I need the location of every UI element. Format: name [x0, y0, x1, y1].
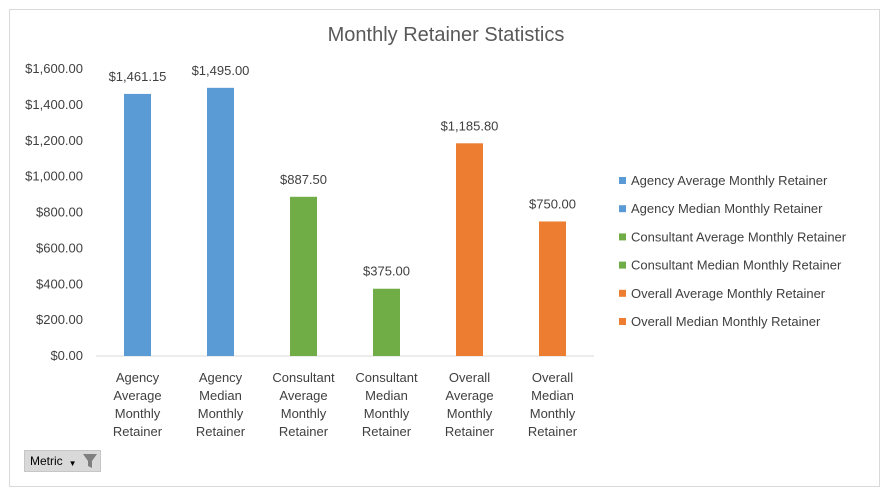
y-tick-label: $1,400.00: [25, 97, 83, 112]
data-label: $1,461.15: [109, 69, 167, 84]
x-tick-label: Retainer: [279, 424, 329, 439]
legend-swatch: [619, 289, 626, 297]
legend-label: Consultant Average Monthly Retainer: [631, 229, 847, 244]
metric-filter-label: Metric: [30, 454, 63, 468]
dropdown-caret-icon: ▼: [68, 458, 77, 468]
funnel-icon: [82, 454, 97, 468]
y-tick-label: $0.00: [50, 348, 83, 363]
x-tick-label: Monthly: [281, 406, 327, 421]
x-tick-label: Consultant: [272, 370, 335, 385]
x-tick-label: Retainer: [445, 424, 495, 439]
y-tick-label: $200.00: [36, 312, 83, 327]
legend-label: Overall Median Monthly Retainer: [631, 314, 821, 329]
y-tick-label: $1,600.00: [25, 61, 83, 76]
x-tick-label: Monthly: [364, 406, 410, 421]
data-label: $1,495.00: [192, 63, 250, 78]
x-tick-label: Median: [365, 388, 408, 403]
legend-label: Overall Average Monthly Retainer: [631, 286, 826, 301]
x-tick-label: Average: [279, 388, 327, 403]
bar: [124, 93, 151, 356]
x-tick-label: Agency: [116, 370, 160, 385]
y-tick-label: $600.00: [36, 240, 83, 255]
chart-title: Monthly Retainer Statistics: [328, 24, 565, 46]
x-tick-label: Overall: [532, 370, 573, 385]
legend-swatch: [619, 318, 626, 325]
bar: [539, 221, 566, 356]
legend-swatch: [619, 233, 626, 241]
metric-filter-button[interactable]: Metric ▼: [24, 450, 101, 472]
legend-label: Agency Average Monthly Retainer: [631, 173, 828, 188]
x-tick-label: Median: [199, 388, 242, 403]
y-tick-label: $1,200.00: [25, 133, 83, 148]
data-label: $750.00: [529, 196, 576, 211]
x-tick-label: Monthly: [530, 406, 576, 421]
x-tick-label: Overall: [449, 370, 490, 385]
chart-area: [9, 9, 880, 487]
legend-label: Consultant Median Monthly Retainer: [631, 258, 842, 273]
bar: [456, 143, 483, 356]
x-tick-label: Median: [531, 388, 574, 403]
x-tick-label: Consultant: [355, 370, 418, 385]
x-tick-label: Monthly: [115, 406, 161, 421]
x-tick-label: Agency: [199, 370, 243, 385]
bar: [373, 288, 400, 356]
x-tick-label: Monthly: [447, 406, 493, 421]
y-tick-label: $1,000.00: [25, 169, 83, 184]
legend-label: Agency Median Monthly Retainer: [631, 201, 823, 216]
legend-swatch: [619, 261, 626, 269]
data-label: $1,185.80: [441, 118, 499, 133]
data-label: $375.00: [363, 264, 410, 279]
y-tick-label: $800.00: [36, 205, 83, 220]
x-tick-label: Retainer: [196, 424, 246, 439]
y-tick-label: $400.00: [36, 276, 83, 291]
bar: [207, 87, 234, 356]
legend-swatch: [619, 177, 626, 184]
x-tick-label: Retainer: [113, 424, 163, 439]
legend-swatch: [619, 205, 626, 213]
x-tick-label: Average: [113, 388, 161, 403]
data-label: $887.50: [280, 172, 327, 187]
x-tick-label: Retainer: [528, 424, 578, 439]
x-tick-label: Monthly: [198, 406, 244, 421]
x-tick-label: Average: [445, 388, 493, 403]
x-tick-label: Retainer: [362, 424, 412, 439]
bar: [290, 196, 317, 356]
